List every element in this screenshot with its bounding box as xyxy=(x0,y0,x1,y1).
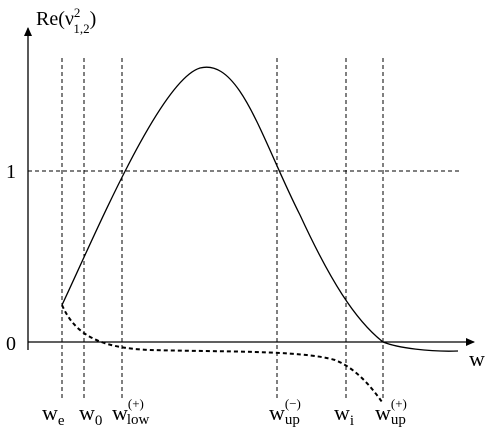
x-axis-label: w xyxy=(469,346,485,371)
marker-w0: w0 xyxy=(79,400,102,429)
tick-one: 1 xyxy=(6,161,16,183)
marker-wlow: w(+) low xyxy=(112,396,150,428)
marker-we: we xyxy=(42,400,65,429)
marker-wi: wi xyxy=(334,400,354,429)
marker-wup-plus: w(+) up xyxy=(375,396,407,428)
tick-zero: 0 xyxy=(6,333,16,355)
dashed-curve xyxy=(61,304,383,403)
y-axis-label: Re(ν2 1,2) xyxy=(36,5,96,36)
marker-wup-minus: w(−) up xyxy=(269,396,301,428)
solid-curve xyxy=(61,66,459,352)
